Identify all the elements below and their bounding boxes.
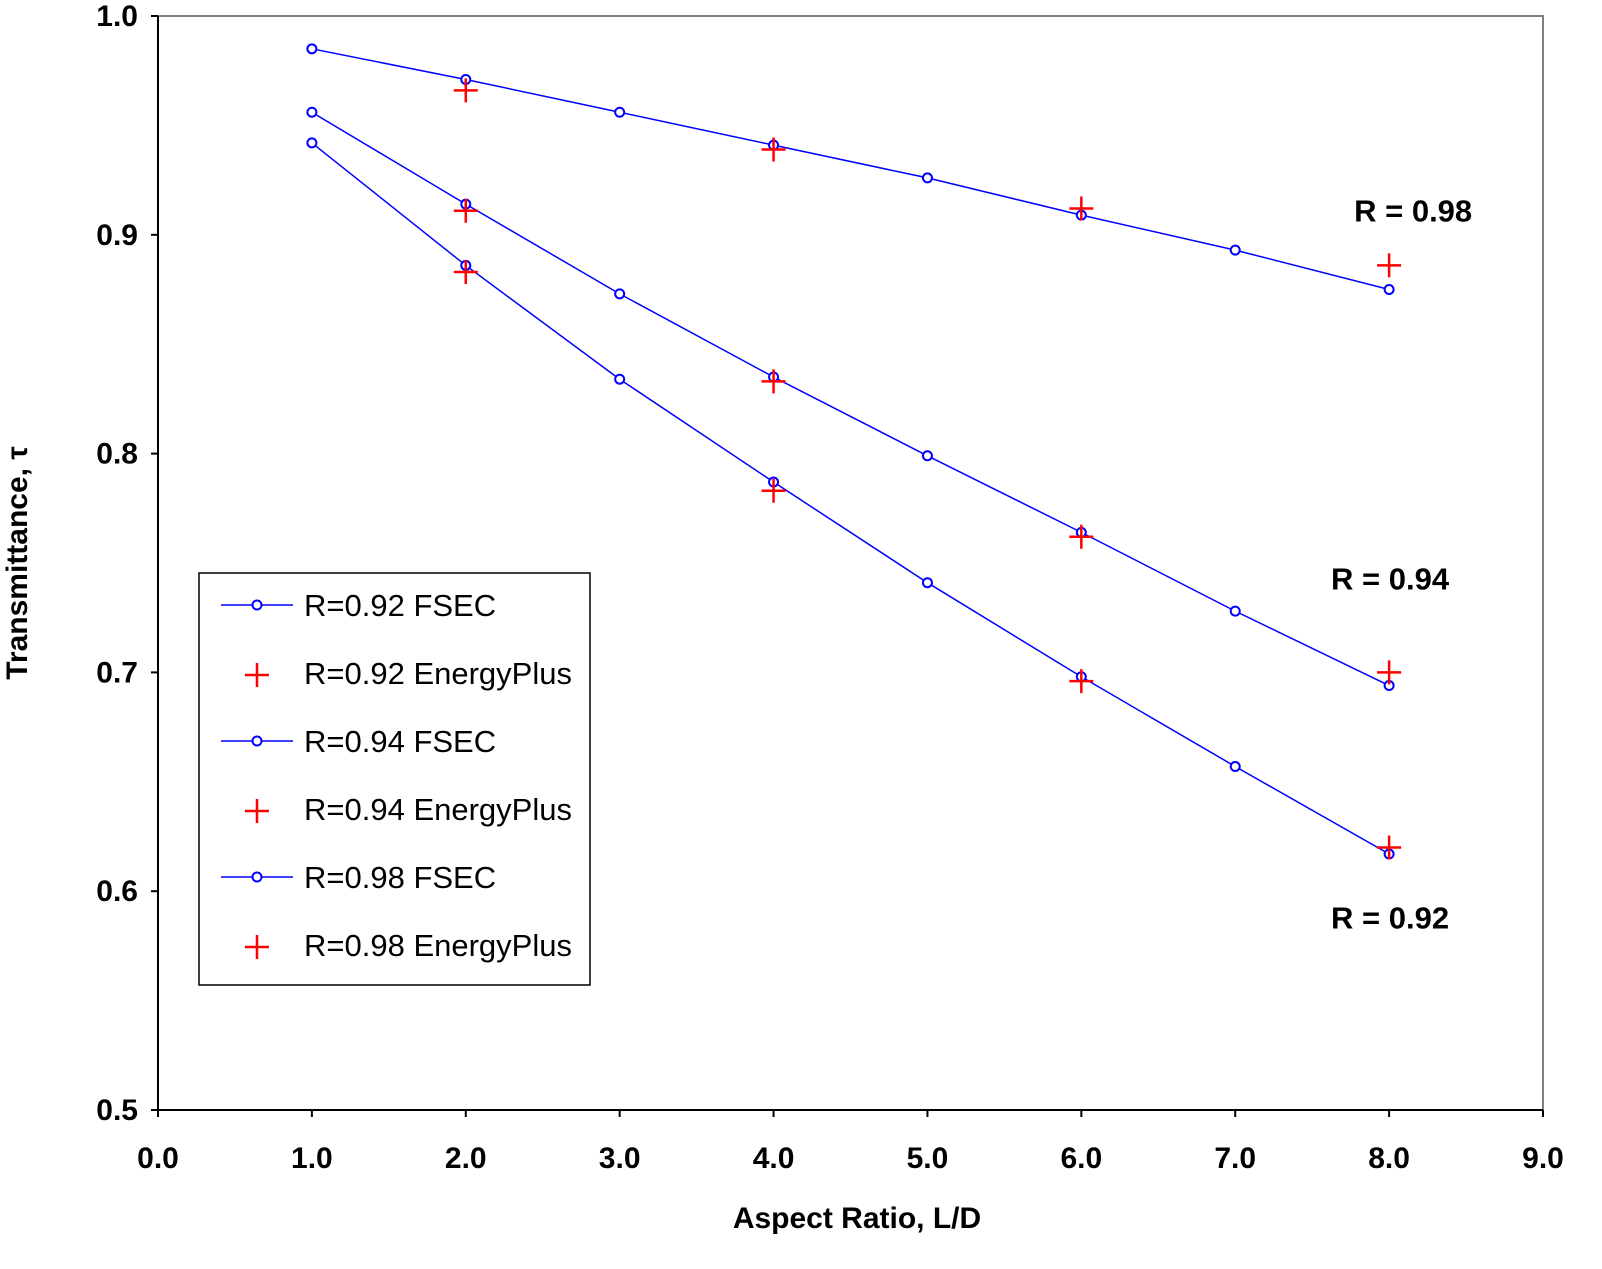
data-point-circle [921, 577, 933, 589]
x-tick-label: 2.0 [445, 1142, 487, 1175]
data-point-plus [1377, 253, 1402, 278]
y-tick-label: 0.5 [96, 1094, 138, 1127]
data-point-plus [245, 935, 269, 959]
series-line [311, 48, 1390, 291]
x-tick-label: 1.0 [291, 1142, 333, 1175]
series-annotation: R = 0.94 [1331, 561, 1450, 596]
data-point-plus [761, 369, 786, 394]
x-tick-label: 9.0 [1522, 1142, 1564, 1175]
data-point-circle [306, 106, 318, 118]
legend-label: R=0.98 FSEC [304, 860, 496, 895]
legend-label: R=0.92 FSEC [304, 588, 496, 623]
y-tick-label: 1.0 [96, 0, 138, 33]
x-tick-label: 8.0 [1368, 1142, 1410, 1175]
data-point-plus [245, 663, 269, 687]
data-point-circle [306, 137, 318, 149]
data-point-circle [1229, 244, 1241, 256]
data-point-plus [1377, 660, 1402, 685]
y-tick-label: 0.9 [96, 219, 138, 252]
series-annotation: R = 0.92 [1331, 900, 1449, 935]
data-point-plus [453, 259, 478, 284]
legend [198, 572, 591, 986]
data-point-plus [1069, 524, 1094, 549]
data-point-circle [921, 450, 933, 462]
data-point-circle [1383, 284, 1395, 295]
legend-label: R=0.98 EnergyPlus [304, 928, 572, 963]
x-tick-label: 5.0 [907, 1142, 949, 1175]
y-tick-label: 0.7 [96, 656, 138, 689]
data-point-circle [251, 871, 263, 883]
x-axis-label: Aspect Ratio, L/D [733, 1202, 981, 1235]
data-point-circle [1229, 605, 1241, 617]
y-tick-label: 0.6 [96, 875, 138, 908]
legend-label: R=0.94 FSEC [304, 724, 496, 759]
y-tick-label: 0.8 [96, 438, 138, 471]
series-line [311, 111, 1390, 687]
data-point-circle [614, 288, 626, 300]
data-point-circle [921, 172, 933, 184]
data-point-plus [245, 799, 269, 823]
x-tick-label: 3.0 [599, 1142, 641, 1175]
series-annotation: R = 0.98 [1354, 194, 1472, 229]
y-axis-label: Transmittance, τ [1, 446, 34, 679]
x-tick-label: 7.0 [1214, 1142, 1256, 1175]
data-point-circle [251, 599, 263, 611]
series-line [311, 142, 1390, 855]
data-point-circle [614, 106, 626, 118]
data-point-circle [1229, 760, 1241, 772]
data-point-plus [1069, 669, 1094, 694]
data-point-circle [614, 373, 626, 385]
x-tick-label: 0.0 [137, 1142, 179, 1175]
data-point-plus [1377, 835, 1402, 860]
data-point-plus [1069, 196, 1094, 221]
x-tick-label: 4.0 [753, 1142, 795, 1175]
data-point-circle [306, 43, 318, 55]
data-point-plus [453, 78, 478, 103]
data-point-plus [761, 137, 786, 162]
data-point-circle [251, 735, 263, 747]
data-point-plus [761, 478, 786, 503]
legend-label: R=0.94 EnergyPlus [304, 792, 572, 827]
legend-label: R=0.92 EnergyPlus [304, 656, 572, 691]
x-tick-label: 6.0 [1060, 1142, 1102, 1175]
data-point-plus [453, 198, 478, 223]
